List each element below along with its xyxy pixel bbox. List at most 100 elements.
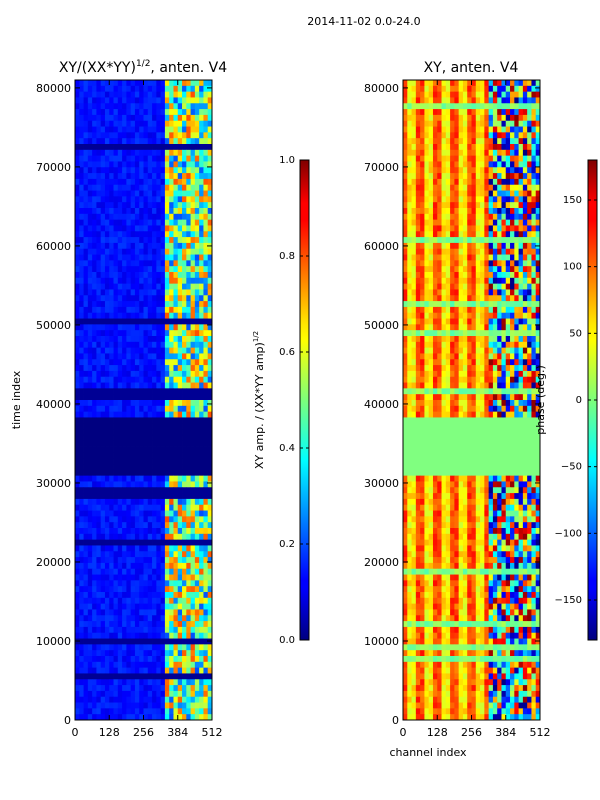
- heatmap-cell: [96, 312, 102, 319]
- heatmap-cell: [100, 452, 106, 459]
- heatmap-cell: [83, 330, 89, 337]
- heatmap-cell: [514, 138, 519, 145]
- heatmap-cell: [160, 498, 166, 506]
- heatmap-cell: [177, 85, 183, 93]
- heatmap-cell: [113, 656, 119, 663]
- heatmap-cell: [143, 481, 149, 488]
- heatmap-cell: [207, 155, 213, 162]
- heatmap-cell: [190, 562, 196, 570]
- heatmap-cell: [415, 144, 421, 151]
- heatmap-cell: [475, 167, 481, 174]
- heatmap-cell: [169, 568, 174, 575]
- heatmap-cell: [96, 714, 102, 721]
- heatmap-cell: [441, 120, 447, 127]
- heatmap-cell: [177, 370, 183, 378]
- heatmap-cell: [139, 167, 144, 174]
- heatmap-cell: [484, 202, 490, 209]
- heatmap-cell: [458, 330, 464, 337]
- heatmap-cell: [126, 702, 132, 709]
- heatmap-cell: [96, 528, 102, 535]
- heatmap-cell: [199, 475, 204, 482]
- heatmap-cell: [87, 388, 93, 395]
- heatmap-cell: [130, 568, 136, 575]
- heatmap-cell: [160, 411, 166, 418]
- heatmap-cell: [458, 196, 464, 203]
- heatmap-cell: [160, 202, 166, 209]
- heatmap-cell: [518, 295, 524, 302]
- heatmap-cell: [164, 312, 170, 319]
- heatmap-cell: [104, 330, 110, 337]
- heatmap-cell: [207, 277, 213, 285]
- heatmap-cell: [203, 353, 209, 360]
- heatmap-cell: [79, 109, 84, 116]
- heatmap-cell: [122, 242, 127, 250]
- heatmap-cell: [113, 522, 119, 529]
- heatmap-cell: [122, 510, 127, 517]
- heatmap-cell: [164, 138, 170, 145]
- heatmap-cell: [411, 161, 417, 168]
- heatmap-cell: [475, 312, 481, 319]
- heatmap-cell: [505, 208, 511, 215]
- heatmap-cell: [531, 266, 537, 273]
- heatmap-cell: [462, 272, 468, 279]
- heatmap-cell: [207, 184, 213, 191]
- heatmap-cell: [428, 190, 434, 197]
- heatmap-cell: [113, 464, 119, 471]
- heatmap-cell: [403, 231, 408, 238]
- heatmap-cell: [420, 103, 425, 110]
- heatmap-cell: [122, 295, 127, 302]
- heatmap-cell: [522, 144, 528, 151]
- heatmap-cell: [186, 568, 191, 575]
- heatmap-cell: [96, 376, 102, 383]
- heatmap-cell: [113, 370, 119, 378]
- heatmap-cell: [194, 120, 200, 127]
- heatmap-cell: [92, 196, 97, 203]
- heatmap-cell: [173, 155, 179, 162]
- heatmap-cell: [143, 167, 149, 174]
- heatmap-cell: [182, 626, 187, 634]
- heatmap-cell: [415, 283, 421, 290]
- heatmap-cell: [83, 440, 89, 447]
- heatmap-cell: [428, 155, 434, 162]
- heatmap-cell: [190, 161, 196, 168]
- heatmap-cell: [522, 219, 528, 226]
- heatmap-cell: [113, 213, 119, 221]
- heatmap-cell: [203, 388, 209, 395]
- heatmap-cell: [462, 149, 468, 157]
- heatmap-cell: [531, 248, 537, 255]
- heatmap-cell: [169, 126, 174, 133]
- heatmap-cell: [186, 562, 191, 570]
- heatmap-cell: [122, 202, 127, 209]
- heatmap-cell: [143, 423, 149, 430]
- heatmap-cell: [134, 481, 140, 488]
- heatmap-cell: [164, 656, 170, 663]
- heatmap-cell: [518, 103, 524, 110]
- heatmap-cell: [75, 656, 80, 663]
- heatmap-cell: [92, 592, 97, 599]
- heatmap-cell: [164, 219, 170, 226]
- heatmap-cell: [445, 132, 451, 139]
- heatmap-cell: [415, 231, 421, 238]
- heatmap-cell: [518, 173, 524, 180]
- heatmap-cell: [122, 85, 127, 93]
- heatmap-cell: [134, 405, 140, 413]
- heatmap-cell: [117, 650, 123, 657]
- heatmap-cell: [152, 330, 157, 337]
- heatmap-cell: [203, 603, 209, 610]
- heatmap-cell: [152, 574, 157, 581]
- heatmap-cell: [104, 702, 110, 709]
- heatmap-cell: [126, 481, 132, 488]
- heatmap-cell: [126, 272, 132, 279]
- heatmap-cell: [173, 260, 179, 267]
- heatmap-cell: [134, 469, 140, 477]
- heatmap-cell: [117, 667, 123, 674]
- heatmap-cell: [535, 91, 541, 98]
- heatmap-cell: [203, 487, 209, 494]
- heatmap-cell: [156, 498, 162, 506]
- heatmap-cell: [143, 586, 149, 593]
- heatmap-cell: [475, 132, 481, 139]
- heatmap-cell: [514, 248, 519, 255]
- heatmap-cell: [164, 516, 170, 523]
- heatmap-cell: [407, 85, 412, 93]
- heatmap-cell: [113, 272, 119, 279]
